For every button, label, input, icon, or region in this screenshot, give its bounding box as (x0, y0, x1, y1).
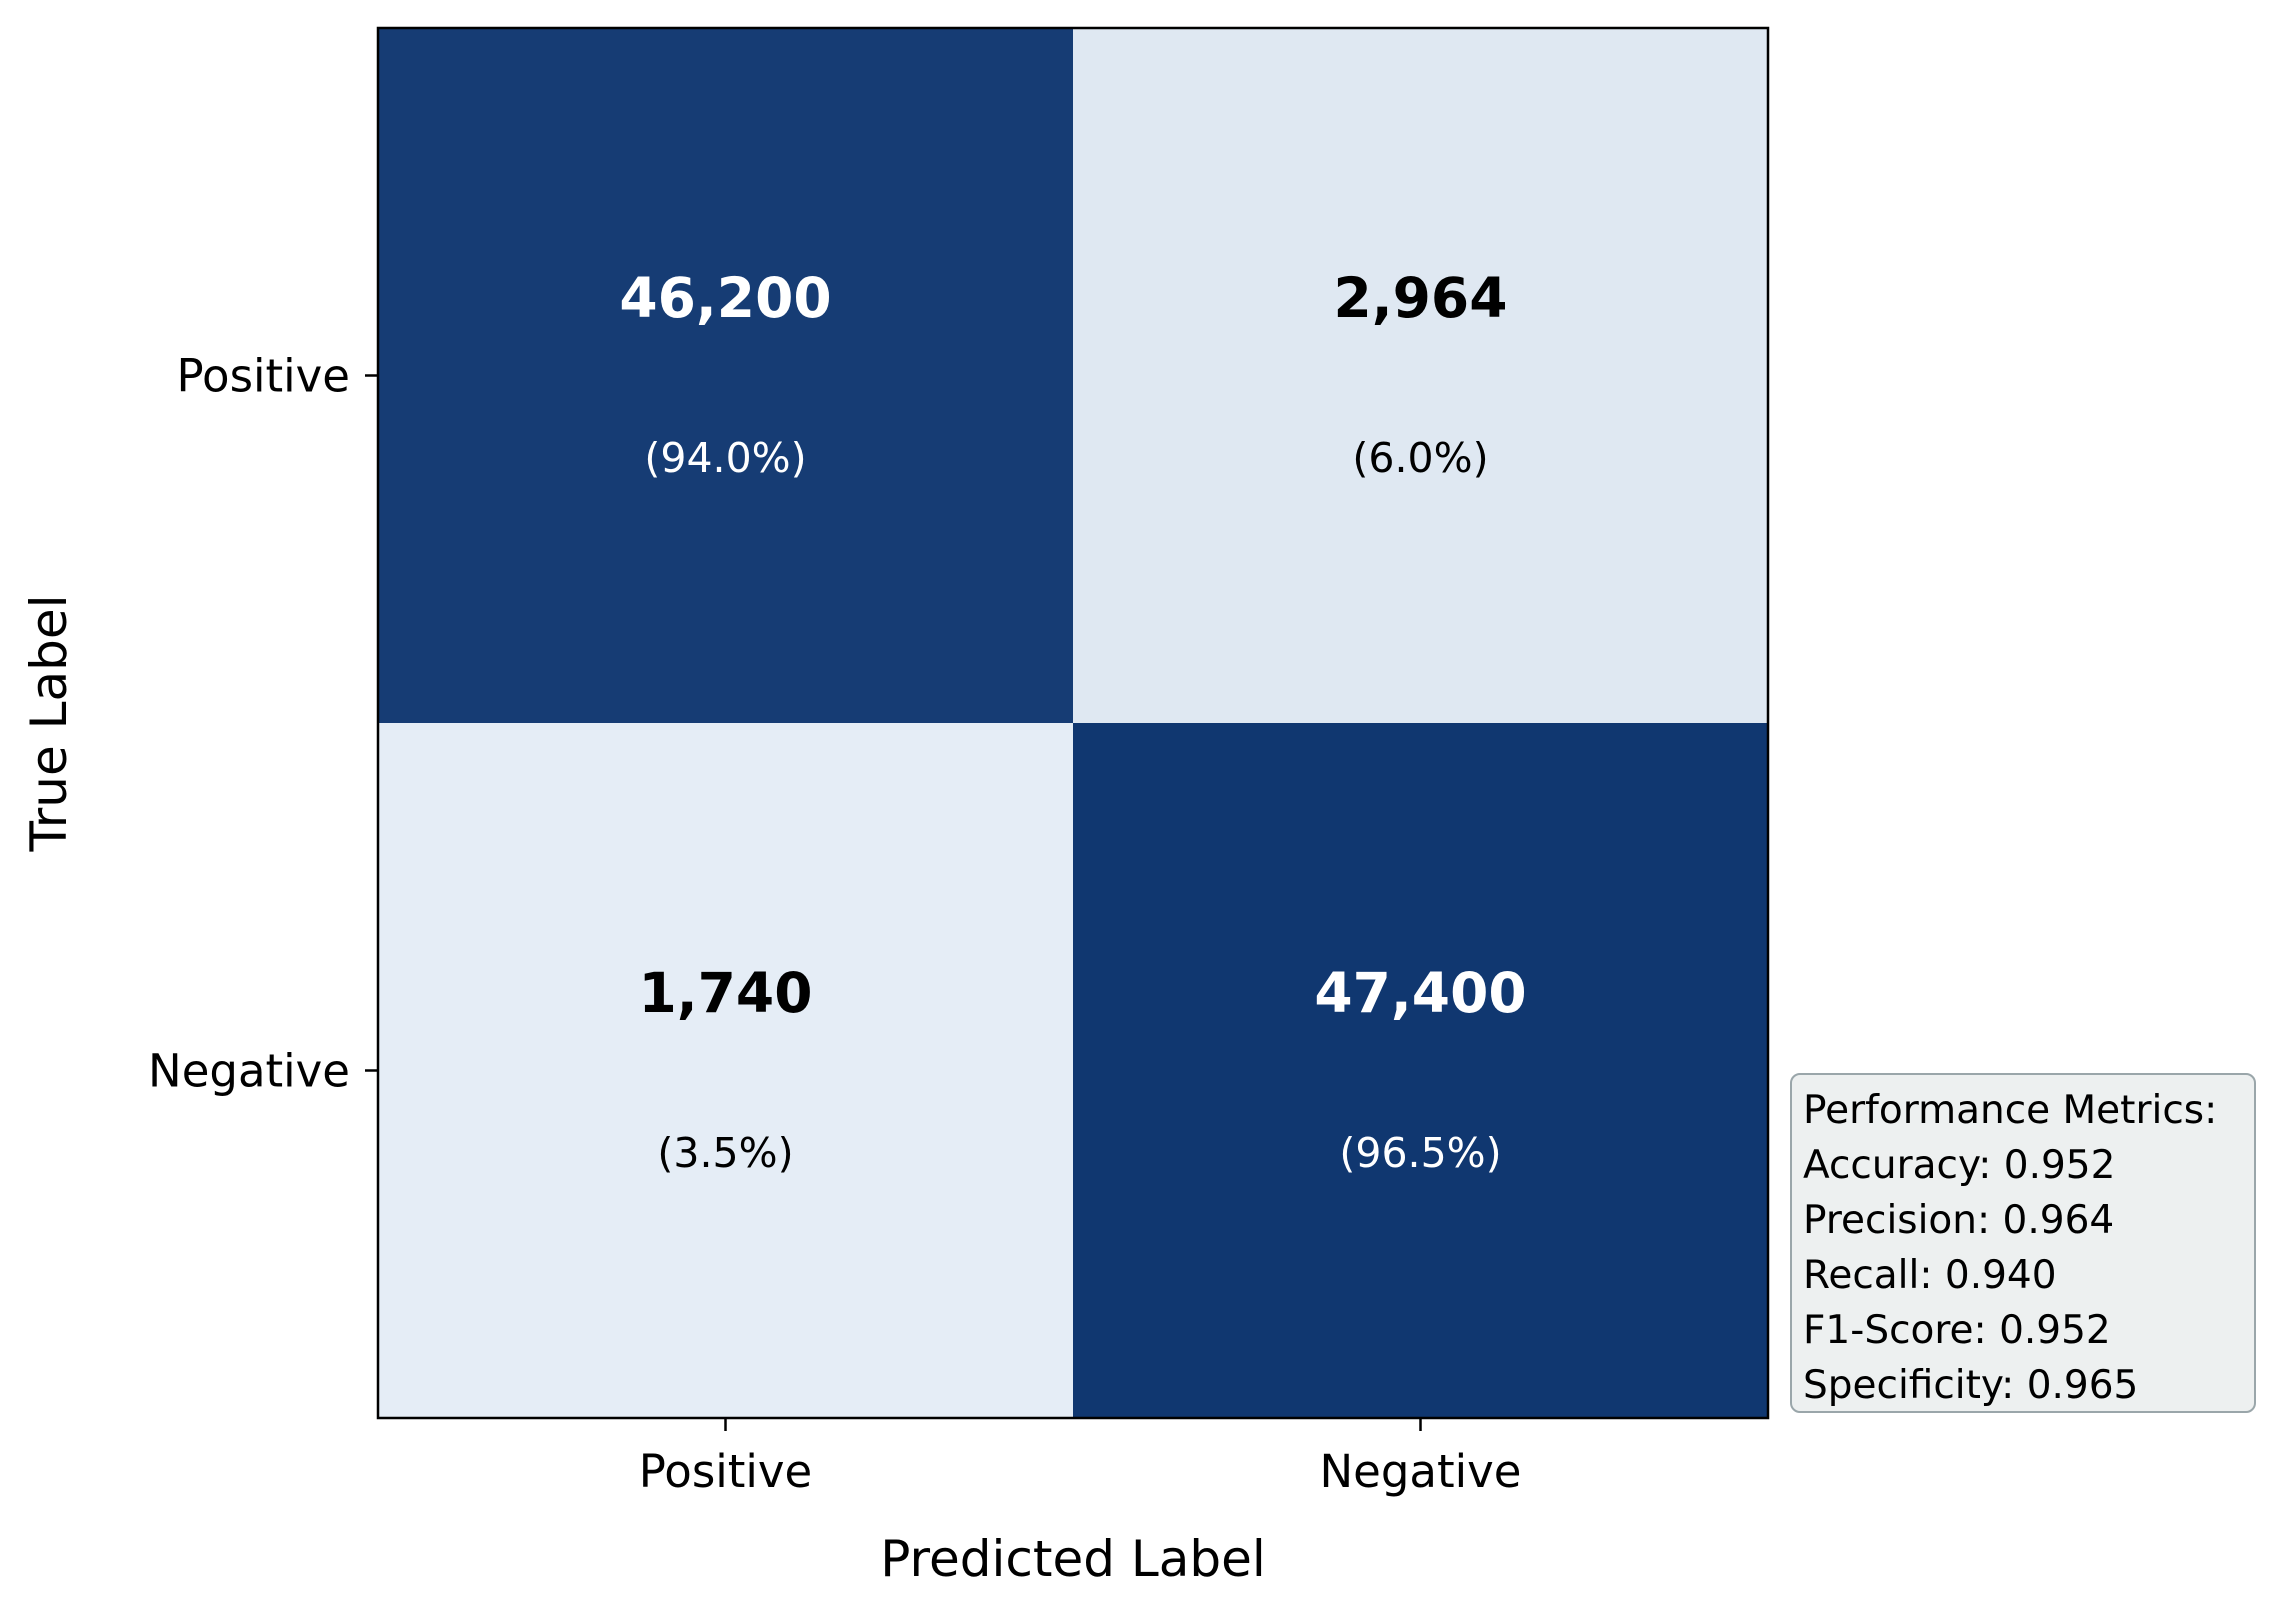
matrix-cell (1073, 28, 1768, 723)
x-tick-label: Positive (639, 1445, 812, 1498)
cell-percent-label: (94.0%) (644, 434, 806, 482)
cell-percent-label: (3.5%) (657, 1129, 793, 1177)
cell-count-label: 1,740 (639, 961, 813, 1025)
matrix-cell (378, 28, 1073, 723)
cell-count-label: 47,400 (1314, 961, 1526, 1025)
performance-metrics-box: Performance Metrics: Accuracy: 0.952 Pre… (1790, 1073, 2256, 1413)
plot-frame (376, 26, 1770, 1420)
cell-percent-label: (6.0%) (1352, 434, 1488, 482)
metric-recall: Recall: 0.940 (1803, 1253, 2057, 1298)
cell-count-label: 46,200 (619, 266, 831, 330)
x-tick-label: Negative (1320, 1445, 1522, 1498)
metric-f1-score: F1-Score: 0.952 (1803, 1308, 2111, 1353)
matrix-cell (1073, 723, 1768, 1418)
metric-specificity: Specificity: 0.965 (1803, 1363, 2139, 1408)
cell-percent-label: (96.5%) (1339, 1129, 1501, 1177)
y-axis-label: True Label (20, 595, 78, 853)
matrix-cells: 46,200 (94.0%) 2,964 (6.0%) 1,740 (3.5%) 47,40… (378, 28, 1768, 1418)
axis-ticks: Positive Negative Positive Negative (148, 350, 1521, 1499)
cell-count-label: 2,964 (1334, 266, 1508, 330)
metrics-title: Performance Metrics: (1803, 1088, 2218, 1133)
metric-accuracy: Accuracy: 0.952 (1803, 1143, 2116, 1188)
x-axis-label: Predicted Label (880, 1530, 1266, 1588)
metric-precision: Precision: 0.964 (1803, 1198, 2115, 1243)
y-tick-label: Positive (177, 350, 350, 403)
matrix-cell (378, 723, 1073, 1418)
y-tick-label: Negative (148, 1045, 350, 1098)
